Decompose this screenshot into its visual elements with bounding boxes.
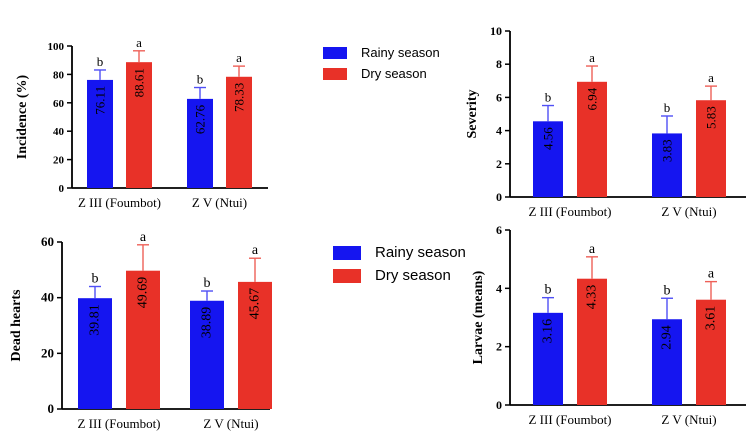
- y-axis-title: Larvae (means): [471, 270, 486, 364]
- bar-dry: [126, 270, 160, 409]
- data-label: 3.83: [660, 139, 675, 162]
- significance-letter: b: [664, 100, 671, 115]
- data-label: 2.94: [660, 325, 675, 350]
- dead-hearts-chart: 0 20 40 60 Dead hearts b 39.81 a 49.69 Z III (Fou…: [9, 230, 272, 431]
- y-tick-label: 0: [48, 401, 55, 416]
- y-tick-label: 6: [496, 90, 502, 104]
- y-tick-label: 4: [496, 281, 502, 295]
- larvae-chart: 0 2 4 6 Larvae (means) b 3.16 a 4.33 Z III (Foumb…: [471, 223, 746, 427]
- y-tick-label: 40: [53, 126, 65, 138]
- x-tick-label: Z III (Foumbot): [528, 204, 611, 219]
- incidence-chart: 0 20 40 60 80 100 Incidence (%) b 76.11 a 88.61 Z I…: [15, 35, 268, 210]
- bar-rainy: [652, 319, 682, 405]
- significance-letter: b: [664, 283, 671, 298]
- y-tick-label: 60: [53, 98, 65, 110]
- data-label: 38.89: [200, 307, 215, 339]
- y-tick-label: 60: [41, 234, 54, 249]
- y-tick-label: 100: [48, 41, 65, 53]
- data-label: 6.94: [585, 87, 600, 110]
- legend-label-dry: Dry season: [375, 267, 451, 284]
- bar-rainy: [652, 133, 682, 197]
- significance-letter: a: [708, 70, 714, 85]
- y-axis-title: Incidence (%): [15, 74, 30, 159]
- bar-rainy: [533, 121, 563, 197]
- bar-dry: [126, 62, 152, 189]
- significance-letter: a: [708, 267, 715, 282]
- legend-bottom: Rainy season Dry season: [333, 244, 466, 284]
- severity-chart: 0 2 4 6 8 10 Severity b 4.56 a 6.94 Z III (Foumbot)…: [465, 24, 746, 219]
- bar-dry: [577, 278, 607, 405]
- significance-letter: a: [136, 35, 142, 50]
- bar-dry: [226, 76, 252, 188]
- data-label: 78.33: [232, 83, 247, 112]
- legend-label-dry: Dry season: [361, 66, 427, 81]
- significance-letter: a: [589, 242, 596, 257]
- y-tick-label: 20: [41, 345, 54, 360]
- y-tick-label: 2: [496, 340, 502, 354]
- significance-letter: a: [140, 230, 147, 245]
- legend-label-rainy: Rainy season: [375, 244, 466, 261]
- significance-letter: a: [252, 243, 259, 258]
- y-tick-label: 8: [496, 57, 502, 71]
- bar-rainy: [187, 98, 213, 188]
- x-tick-label: Z V (Ntui): [661, 204, 716, 219]
- x-tick-label: Z V (Ntui): [192, 195, 247, 210]
- data-label: 62.76: [193, 104, 208, 134]
- data-label: 4.56: [541, 127, 556, 150]
- x-tick-label: Z V (Ntui): [661, 412, 716, 427]
- bar-dry: [696, 100, 726, 197]
- significance-letter: b: [97, 54, 104, 69]
- bar-dry: [238, 281, 272, 409]
- bar-rainy: [87, 79, 113, 188]
- data-label: 45.67: [248, 288, 263, 320]
- bar-rainy: [190, 300, 224, 409]
- y-tick-label: 4: [496, 124, 502, 138]
- bar-rainy: [533, 312, 563, 405]
- legend-swatch-rainy: [323, 46, 347, 59]
- y-tick-label: 2: [496, 157, 502, 171]
- x-tick-label: Z III (Foumbot): [77, 416, 160, 431]
- y-tick-label: 20: [53, 155, 65, 167]
- significance-letter: a: [236, 50, 242, 65]
- significance-letter: b: [545, 90, 552, 105]
- legend-swatch-dry: [333, 268, 361, 283]
- y-tick-label: 0: [59, 183, 65, 195]
- data-label: 5.83: [704, 106, 719, 129]
- y-tick-label: 0: [496, 190, 502, 204]
- data-label: 3.16: [541, 319, 556, 344]
- data-label: 49.69: [136, 277, 151, 309]
- significance-letter: b: [197, 72, 204, 87]
- significance-letter: b: [204, 276, 211, 291]
- bar-rainy: [78, 298, 112, 409]
- y-axis-title: Severity: [465, 90, 480, 139]
- x-tick-label: Z III (Foumbot): [78, 195, 161, 210]
- y-tick-label: 10: [490, 24, 502, 38]
- data-label: 88.61: [132, 68, 147, 97]
- data-label: 39.81: [88, 304, 103, 336]
- legend-swatch-dry: [323, 67, 347, 80]
- y-axis-title: Dead hearts: [9, 289, 24, 361]
- data-label: 76.11: [93, 86, 108, 115]
- y-tick-label: 0: [496, 398, 502, 412]
- legend-swatch-rainy: [333, 245, 361, 260]
- bar-dry: [696, 299, 726, 405]
- data-label: 3.61: [704, 306, 719, 331]
- bar-dry: [577, 81, 607, 197]
- y-tick-label: 80: [53, 69, 65, 81]
- legend-label-rainy: Rainy season: [361, 45, 440, 60]
- significance-letter: b: [545, 283, 552, 298]
- significance-letter: a: [589, 50, 595, 65]
- legend-top: Rainy season Dry season: [323, 45, 440, 81]
- data-label: 4.33: [585, 285, 600, 310]
- y-tick-label: 6: [496, 223, 502, 237]
- y-tick-label: 40: [41, 290, 54, 305]
- x-tick-label: Z III (Foumbot): [528, 412, 611, 427]
- x-tick-label: Z V (Ntui): [203, 416, 258, 431]
- significance-letter: b: [92, 272, 99, 287]
